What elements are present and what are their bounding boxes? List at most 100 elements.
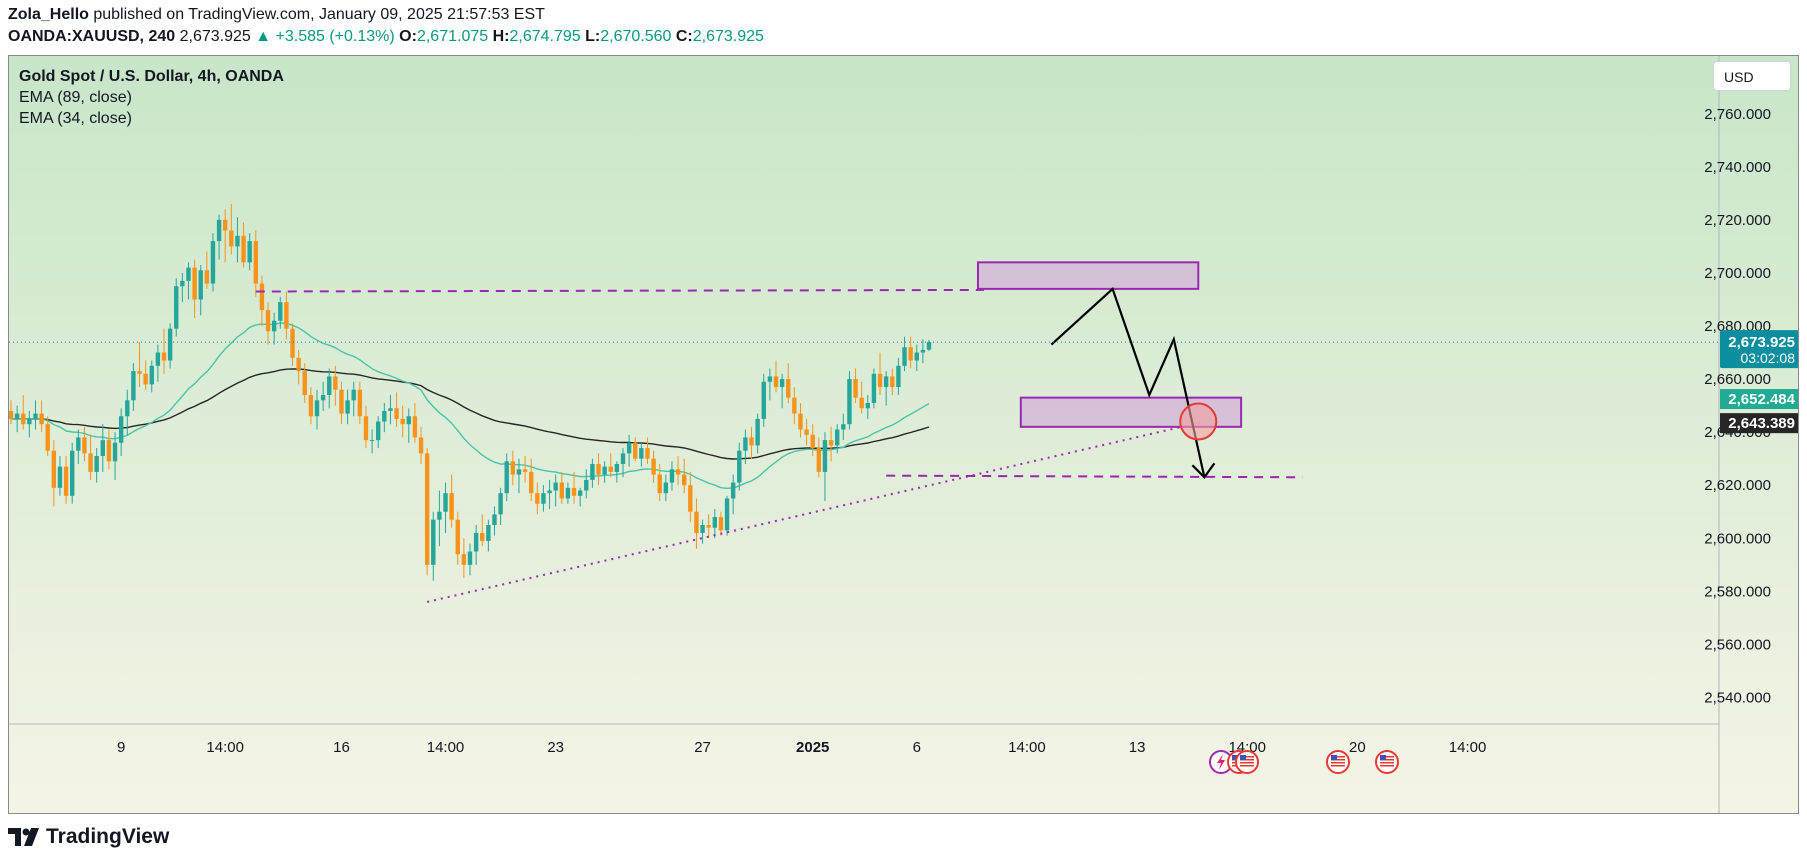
candle-body (883, 376, 889, 388)
symbol-name: OANDA:XAUUSD, 240 (8, 28, 176, 45)
candle-body (816, 448, 822, 472)
publish-info: Zola_Hello published on TradingView.com,… (8, 6, 545, 24)
price-tick-label: 2,740.000 (1704, 159, 1771, 176)
candle-body (467, 551, 473, 565)
legend-ema-34[interactable]: EMA (34, close) (19, 110, 132, 127)
candle-body (449, 493, 454, 520)
close-label: C: (675, 28, 693, 45)
flag-canton (1331, 755, 1337, 760)
candle-body (786, 379, 791, 398)
price-tick-label: 2,540.000 (1704, 689, 1771, 706)
author-name[interactable]: Zola_Hello (8, 6, 89, 23)
candle-body (204, 270, 210, 284)
candle-body (94, 456, 99, 472)
chart-panel[interactable]: 2,540.000 2,560.000 2,580.000 2,600.000 2,62… (8, 55, 1799, 814)
candle-body (76, 437, 81, 451)
candle-body (424, 453, 430, 565)
low-label: L: (585, 28, 601, 45)
candle-body (492, 514, 497, 526)
candle-body (682, 474, 687, 486)
currency-button[interactable]: USD (1713, 61, 1791, 91)
candle-body (180, 280, 185, 287)
candle-body (822, 440, 828, 472)
high-value: 2,674.795 (509, 28, 581, 45)
candle-body (902, 347, 907, 366)
candle-body (853, 379, 858, 398)
candle-body (333, 376, 338, 390)
candle-body (541, 493, 546, 504)
price-tick-label: 2,700.000 (1704, 265, 1771, 282)
candle-body (773, 376, 779, 388)
candle-body (357, 389, 363, 417)
candle-body (216, 219, 222, 242)
price-tick-label: 2,600.000 (1704, 530, 1771, 547)
candle-body (125, 400, 130, 417)
candle-body (33, 413, 38, 419)
candle-body (339, 389, 344, 414)
lightning-bolt (1217, 754, 1225, 770)
candle-body (131, 371, 136, 401)
candle-body (443, 493, 448, 512)
candle-body (675, 469, 681, 475)
candle-body (431, 519, 436, 565)
legend-title[interactable]: Gold Spot / U.S. Dollar, 4h, OANDA (19, 68, 284, 85)
candle-body (406, 416, 411, 425)
candle-body (718, 517, 724, 531)
candle-body (663, 482, 669, 494)
candle-body (253, 241, 258, 284)
candle-body (694, 511, 699, 533)
ema-34-line (10, 322, 930, 490)
candle-body (620, 453, 626, 464)
candle-body (626, 442, 632, 454)
candle-body (755, 418, 760, 446)
candle-body (926, 342, 932, 350)
candle-body (247, 241, 252, 263)
candle-body (865, 402, 870, 409)
candle-body (522, 469, 528, 472)
candle-body (639, 448, 644, 459)
candle-body (314, 400, 320, 417)
candle-body (345, 400, 350, 414)
candle-body (137, 371, 142, 374)
candle-body (804, 429, 809, 435)
legend-ema-89[interactable]: EMA (89, close) (19, 89, 132, 106)
candle-body (174, 286, 179, 329)
price-chart[interactable]: 2,540.000 2,560.000 2,580.000 2,600.000 2,62… (9, 56, 1799, 814)
candle-body (278, 302, 283, 321)
candle-body (284, 302, 289, 329)
candle-body (724, 498, 730, 531)
price-tick-label: 2,580.000 (1704, 583, 1771, 600)
candle-body (749, 437, 754, 446)
time-tick-label: 14:00 (1449, 739, 1487, 756)
support-dashed-line (886, 474, 1303, 479)
candle-body (504, 461, 509, 494)
candle-body (706, 525, 711, 528)
projection-arrowhead (1191, 462, 1216, 479)
current-price-tag (1720, 330, 1798, 369)
candle-body (14, 413, 20, 419)
candle-body (767, 376, 773, 382)
candle-body (908, 347, 913, 361)
candle-body (669, 469, 675, 483)
candle-body (553, 482, 558, 491)
candle-body (584, 479, 589, 491)
candle-body (271, 320, 277, 332)
candle-body (590, 463, 595, 480)
economic-event-marker (1235, 750, 1259, 774)
candle-body (633, 442, 638, 459)
flag-stripe (1331, 756, 1345, 758)
price-tick-label: 2,660.000 (1704, 371, 1771, 388)
candle-body (737, 450, 742, 483)
time-tick-label: 16 (333, 739, 350, 756)
candle-body (841, 424, 846, 430)
candle-body (920, 349, 926, 353)
candle-body (149, 365, 154, 385)
candle-body (877, 373, 883, 388)
open-label: O: (399, 28, 417, 45)
candle-body (106, 440, 112, 462)
tradingview-logo[interactable]: TradingView (8, 825, 169, 849)
candle-body (498, 493, 503, 515)
candle-body (21, 413, 26, 425)
last-price: 2,673.925 (179, 28, 251, 45)
candle-body (651, 458, 656, 475)
